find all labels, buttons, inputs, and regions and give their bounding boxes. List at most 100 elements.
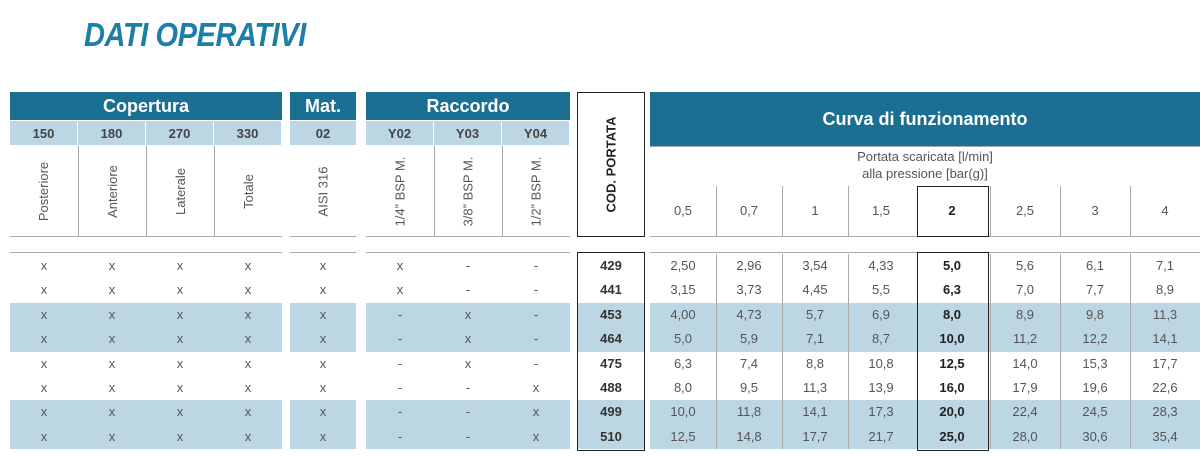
copertura-cell: x <box>108 428 116 444</box>
copertura-code: 270 <box>146 121 213 145</box>
raccordo-cell: x <box>464 355 472 371</box>
mat-cell: x <box>319 380 327 395</box>
copertura-cell: x <box>176 404 184 420</box>
copertura-cell: x <box>108 282 116 298</box>
raccordo-desc: 1/4” BSP M. <box>366 146 434 236</box>
flow-cell: 14,8 <box>736 428 762 444</box>
header-divider <box>1130 186 1131 236</box>
copertura-cell: x <box>176 282 184 298</box>
flow-cell: 2,50 <box>670 258 696 273</box>
cod-portata-cell: 453 <box>600 306 622 322</box>
copertura-desc: Laterale <box>146 146 214 236</box>
copertura-cell: x <box>244 306 252 322</box>
raccordo-cell: - <box>397 355 403 371</box>
header-underline <box>366 236 570 237</box>
mat-cell: x <box>319 258 327 273</box>
raccordo-header: Raccordo <box>366 92 570 120</box>
raccordo-code: Y02 <box>366 121 433 145</box>
header-divider <box>1060 186 1061 236</box>
row-band <box>366 400 570 450</box>
copertura-cell: x <box>40 306 48 322</box>
flow-cell: 8,7 <box>871 331 891 347</box>
raccordo-cell: - <box>533 355 539 371</box>
highlight-pressure-body-box <box>917 252 989 452</box>
pressure-label: 4 <box>1161 203 1169 218</box>
cod-portata-cell: 510 <box>600 428 622 444</box>
flow-cell: 4,73 <box>736 306 762 322</box>
flow-cell: 7,1 <box>805 331 825 347</box>
flow-cell: 15,3 <box>1082 355 1108 371</box>
curve-caption: Portata scaricata [l/min] alla pressione … <box>650 148 1200 182</box>
flow-cell: 6,3 <box>942 282 962 298</box>
copertura-desc-text: Anteriore <box>104 164 120 218</box>
page-title: DATI OPERATIVI <box>84 16 306 53</box>
flow-cell: 5,9 <box>739 331 759 347</box>
flow-cell: 28,0 <box>1012 428 1038 444</box>
row-band <box>10 400 282 450</box>
header-underline <box>290 236 356 237</box>
body-divider <box>1130 254 1131 450</box>
flow-cell: 2,96 <box>736 258 762 273</box>
flow-cell: 28,3 <box>1152 404 1178 420</box>
copertura-cell: x <box>40 355 48 371</box>
flow-cell: 17,7 <box>1152 355 1178 371</box>
cod-portata-cell: 441 <box>600 282 622 298</box>
body-topline <box>10 252 282 253</box>
copertura-cell: x <box>176 306 184 322</box>
copertura-cell: x <box>176 331 184 347</box>
raccordo-cell: x <box>396 282 404 298</box>
cod-portata-cell: 499 <box>600 404 622 420</box>
flow-cell: 6,1 <box>1085 258 1105 273</box>
copertura-cell: x <box>40 380 48 395</box>
copertura-cell: x <box>40 282 48 298</box>
flow-cell: 22,4 <box>1012 404 1038 420</box>
flow-cell: 5,7 <box>805 306 825 322</box>
pressure-label: 2 <box>948 203 956 218</box>
raccordo-cell: - <box>397 331 403 347</box>
raccordo-cell: - <box>465 258 471 273</box>
raccordo-cell: x <box>532 380 540 395</box>
copertura-cell: x <box>244 258 252 273</box>
flow-cell: 5,0 <box>942 258 962 273</box>
copertura-code: 180 <box>78 121 145 145</box>
row-band <box>578 400 644 450</box>
flow-cell: 17,7 <box>802 428 828 444</box>
copertura-desc: Anteriore <box>78 146 146 236</box>
copertura-cell: x <box>108 258 116 273</box>
row-band <box>10 302 282 352</box>
flow-cell: 10,0 <box>670 404 696 420</box>
raccordo-desc-text: 3/8” BSP M. <box>460 156 476 226</box>
row-band <box>650 302 1200 352</box>
flow-cell: 7,4 <box>739 355 759 371</box>
copertura-header: Copertura <box>10 92 282 120</box>
mat-cell: x <box>319 331 327 347</box>
header-divider <box>434 146 435 236</box>
mat-code: 02 <box>290 121 356 145</box>
flow-cell: 10,0 <box>939 331 965 347</box>
row-band <box>290 400 356 450</box>
copertura-cell: x <box>40 404 48 420</box>
copertura-cell: x <box>40 258 48 273</box>
copertura-cell: x <box>40 331 48 347</box>
copertura-cell: x <box>244 331 252 347</box>
pressure-label: 0,7 <box>739 203 759 218</box>
copertura-cell: x <box>176 380 184 395</box>
body-divider <box>848 254 849 450</box>
raccordo-cell: - <box>533 331 539 347</box>
pressure-label: 3 <box>1091 203 1099 218</box>
flow-cell: 11,2 <box>1012 331 1038 347</box>
mat-cell: x <box>319 306 327 322</box>
mat-cell: x <box>319 282 327 298</box>
raccordo-cell: x <box>532 404 540 420</box>
flow-cell: 11,3 <box>1152 306 1178 322</box>
raccordo-cell: x <box>464 306 472 322</box>
header-underline <box>10 236 282 237</box>
flow-cell: 6,3 <box>673 355 693 371</box>
copertura-cell: x <box>108 306 116 322</box>
raccordo-desc: 1/2” BSP M. <box>502 146 570 236</box>
flow-cell: 7,0 <box>1015 282 1035 298</box>
raccordo-code: Y03 <box>434 121 501 145</box>
header-divider <box>502 146 503 236</box>
row-band <box>366 302 570 352</box>
copertura-cell: x <box>108 380 116 395</box>
